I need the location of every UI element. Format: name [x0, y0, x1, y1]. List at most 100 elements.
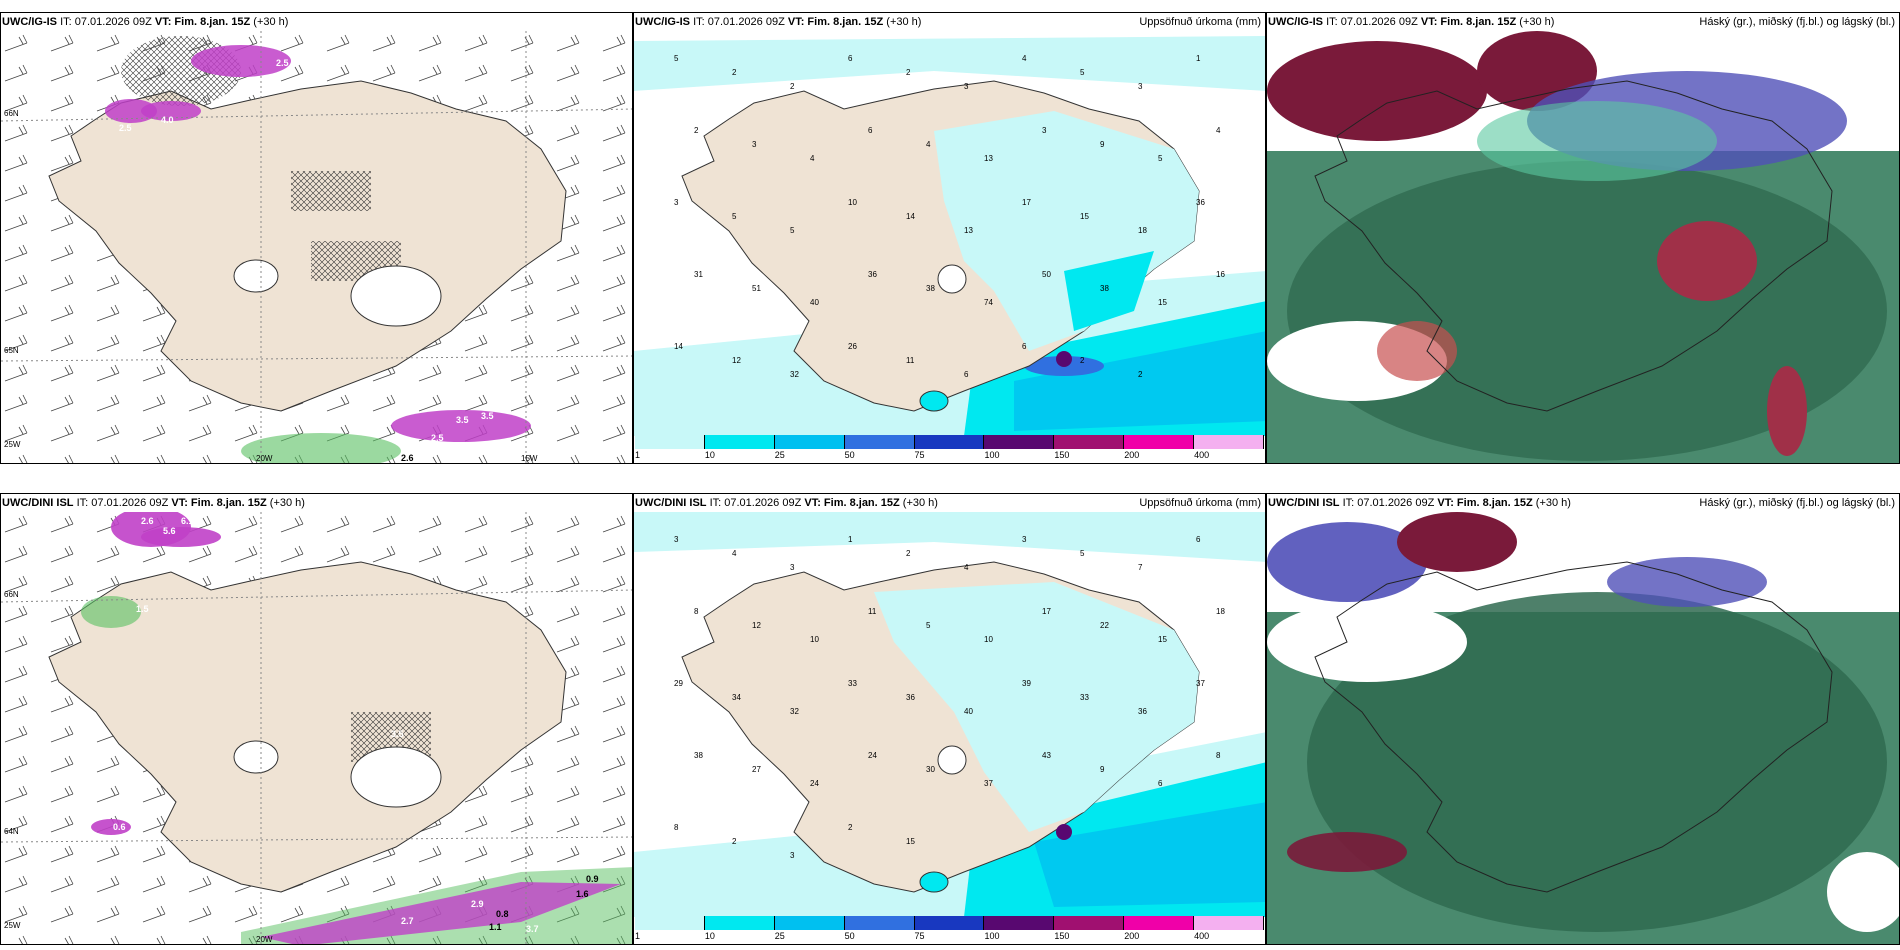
precip-value: 27 — [752, 765, 761, 774]
panel-wind-dini: UWC/DINI ISL IT: 07.01.2026 09Z VT: Fim.… — [0, 493, 633, 945]
iceland-outline — [1314, 80, 1833, 412]
precip-value: 29 — [674, 679, 683, 688]
precip-value: 18 — [1216, 607, 1225, 616]
colorbar-swatch — [844, 435, 915, 449]
wind-value: 1.6 — [216, 516, 229, 526]
precip-value: 4 — [1022, 54, 1027, 63]
panel-clouds-igis: UWC/IG-IS IT: 07.01.2026 09Z VT: Fim. 8.… — [1266, 12, 1900, 464]
precip-value: 5 — [1080, 68, 1085, 77]
precip-value: 38 — [694, 751, 703, 760]
colorbar-swatch — [774, 435, 845, 449]
precip-value: 4 — [1216, 126, 1221, 135]
colorbar-swatch — [914, 435, 985, 449]
colorbar-swatch — [914, 916, 985, 930]
precip-value: 2 — [1080, 356, 1085, 365]
precip-value: 38 — [926, 284, 935, 293]
precip-value: 36 — [1196, 198, 1205, 207]
precip-value: 3 — [1042, 126, 1047, 135]
iceland-outline — [1314, 561, 1833, 893]
precip-value: 3 — [1138, 82, 1143, 91]
lat-label: 66N — [4, 109, 19, 118]
precip-value: 10 — [848, 198, 857, 207]
colorbar-swatch — [774, 916, 845, 930]
precip-value: 9 — [1100, 765, 1105, 774]
precip-value: 16 — [1216, 270, 1225, 279]
precip-value: 15 — [1080, 212, 1089, 221]
colorbar-swatch — [704, 435, 775, 449]
colorbar-swatch — [984, 916, 1055, 930]
precip-map: 3431243576812101151017221518293432333640… — [634, 512, 1265, 917]
cloud-map — [1267, 31, 1899, 463]
precip-value: 14 — [906, 212, 915, 221]
panel-header: UWC/IG-IS IT: 07.01.2026 09Z VT: Fim. 8.… — [1268, 16, 1895, 28]
panel-clouds-dini: UWC/DINI ISL IT: 07.01.2026 09Z VT: Fim.… — [1266, 493, 1900, 945]
precip-value: 3 — [674, 535, 679, 544]
wind-value: 3.5 — [456, 415, 469, 425]
wind-map: 66N 64N 25W 20W 2.6 5.6 6.1 1.6 1.5 0.6 … — [1, 512, 632, 944]
colorbar-swatch — [1194, 435, 1264, 449]
precip-value: 6 — [1196, 535, 1201, 544]
lon-label: 25W — [4, 921, 21, 930]
precip-value: 18 — [1138, 226, 1147, 235]
colorbar-tick: 50 — [844, 931, 855, 941]
wind-value: 3.5 — [391, 729, 404, 739]
precip-value: 6 — [1022, 342, 1027, 351]
precip-value: 36 — [1138, 707, 1147, 716]
precip-value: 6 — [868, 126, 873, 135]
precip-value: 4 — [810, 154, 815, 163]
colorbar-tick: 200 — [1124, 450, 1140, 460]
iceland-landmass — [48, 561, 567, 893]
colorbar-tick: 400 — [1194, 931, 1210, 941]
wind-value: 0.6 — [113, 822, 126, 832]
colorbar: 1 10 25 50 75 100 150 200 400 — [635, 435, 1264, 463]
precip-value: 22 — [1100, 621, 1109, 630]
colorbar-tick: 75 — [914, 450, 925, 460]
precip-value: 14 — [674, 342, 683, 351]
precip-value: 15 — [906, 837, 915, 846]
wind-value: 2.9 — [471, 899, 484, 909]
precip-value: 24 — [868, 751, 877, 760]
colorbar-tick: 100 — [984, 450, 1000, 460]
cloud-map — [1267, 512, 1899, 944]
panel-header: UWC/IG-IS IT: 07.01.2026 09Z VT: Fim. 8.… — [635, 16, 1261, 28]
wind-value: 1.6 — [576, 889, 589, 899]
precip-value: 11 — [906, 356, 915, 365]
wind-value: 3.5 — [481, 411, 494, 421]
precip-value: 4 — [732, 549, 737, 558]
precip-value: 33 — [848, 679, 857, 688]
wind-value: 0.9 — [586, 874, 599, 884]
wind-value: 6.1 — [181, 516, 194, 526]
colorbar-tick: 50 — [844, 450, 855, 460]
colorbar-swatch — [1124, 435, 1195, 449]
lat-label: 66N — [4, 590, 19, 599]
colorbar-tick: 100 — [984, 931, 1000, 941]
precip-value: 37 — [984, 779, 993, 788]
precip-value: 4 — [964, 563, 969, 572]
precip-value: 2 — [732, 837, 737, 846]
precip-value: 4 — [926, 140, 931, 149]
colorbar-swatch — [984, 435, 1055, 449]
lon-label: 25W — [4, 440, 21, 449]
precip-value: 2 — [694, 126, 699, 135]
precip-value: 5 — [1158, 154, 1163, 163]
wind-value: 2.5 — [119, 123, 132, 133]
wind-value: 2.6 — [401, 453, 414, 463]
precip-map: 5226234531234641339543551014131715183631… — [634, 31, 1265, 436]
wind-value: 2.7 — [401, 916, 414, 926]
precip-value: 9 — [1100, 140, 1105, 149]
colorbar-tick: 25 — [774, 931, 785, 941]
precip-value: 36 — [868, 270, 877, 279]
precip-value: 12 — [752, 621, 761, 630]
wind-map: 66N 65N 25W 20W 15W 2.5 4.0 2.5 3.5 2.5 … — [1, 31, 632, 463]
lat-label: 65N — [4, 346, 19, 355]
precip-value: 34 — [732, 693, 741, 702]
precip-value: 6 — [848, 54, 853, 63]
precip-value: 30 — [926, 765, 935, 774]
precip-value: 3 — [790, 563, 795, 572]
precip-value: 17 — [1022, 198, 1031, 207]
precip-value: 50 — [1042, 270, 1051, 279]
precip-value: 1 — [848, 535, 853, 544]
iceland-landmass — [48, 80, 567, 412]
precip-value: 2 — [790, 82, 795, 91]
precip-value: 26 — [848, 342, 857, 351]
